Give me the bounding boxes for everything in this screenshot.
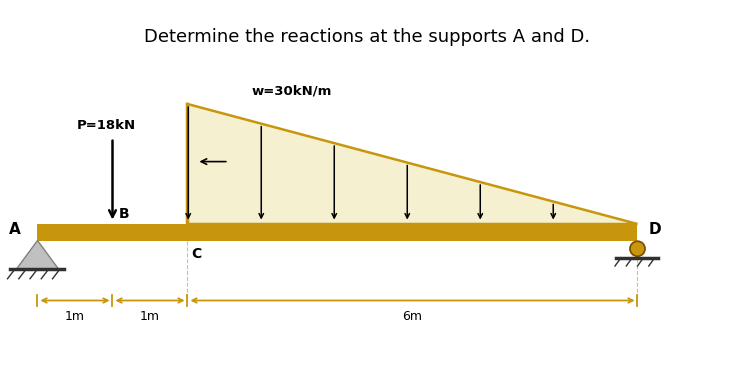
Polygon shape (16, 240, 59, 269)
Text: 1m: 1m (65, 310, 85, 323)
Text: Determine the reactions at the supports A and D.: Determine the reactions at the supports … (145, 28, 590, 46)
Text: A: A (10, 222, 21, 237)
Polygon shape (187, 104, 637, 224)
Text: w=30kN/m: w=30kN/m (251, 85, 331, 98)
Text: 6m: 6m (403, 310, 423, 323)
Circle shape (630, 241, 645, 256)
Text: D: D (649, 222, 662, 237)
Text: 1m: 1m (140, 310, 160, 323)
Text: C: C (191, 247, 201, 261)
Text: P=18kN: P=18kN (77, 119, 136, 132)
FancyBboxPatch shape (37, 224, 637, 240)
Text: B: B (118, 207, 129, 221)
